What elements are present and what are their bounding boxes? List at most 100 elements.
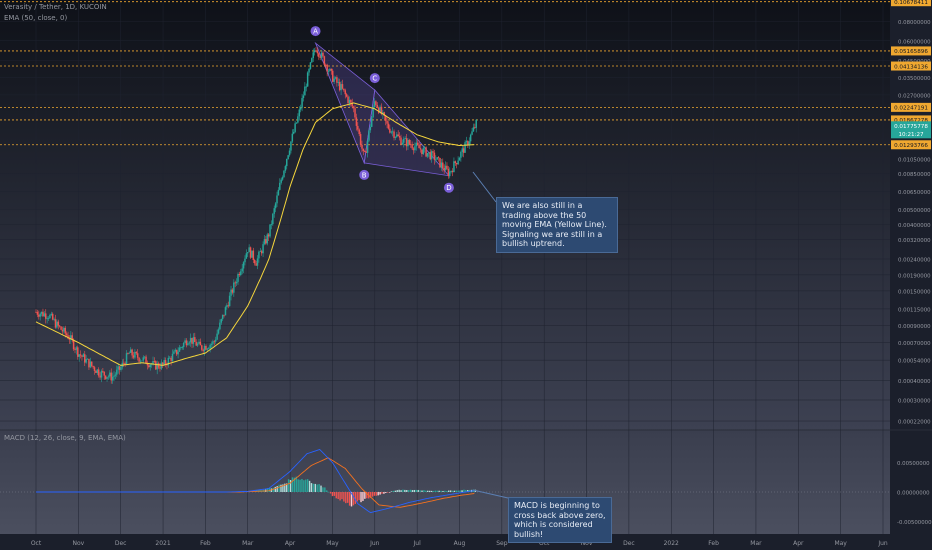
candle bbox=[394, 136, 397, 138]
candle bbox=[443, 167, 445, 171]
candle bbox=[214, 339, 217, 342]
time-axis-label: Aug bbox=[454, 540, 466, 547]
macd-histogram-bar bbox=[295, 476, 297, 492]
macd-histogram-bar bbox=[284, 483, 286, 492]
candle bbox=[242, 262, 245, 269]
candle bbox=[99, 375, 101, 378]
candle bbox=[103, 371, 106, 376]
candle bbox=[302, 95, 305, 98]
candle bbox=[136, 353, 139, 358]
candle bbox=[418, 144, 420, 149]
candle bbox=[61, 329, 64, 332]
candle bbox=[238, 274, 241, 276]
candle bbox=[291, 133, 294, 142]
macd-histogram-bar bbox=[404, 489, 406, 492]
candle bbox=[326, 64, 328, 72]
time-axis-label: Feb bbox=[708, 540, 719, 547]
candle bbox=[450, 170, 452, 172]
macd-histogram-bar bbox=[362, 492, 364, 501]
candle bbox=[86, 358, 89, 360]
price-axis-label: 0.01050000 bbox=[898, 157, 931, 163]
candle bbox=[429, 152, 431, 160]
candle bbox=[384, 115, 387, 121]
candle bbox=[189, 337, 192, 343]
macd-histogram-bar bbox=[381, 492, 383, 494]
candle bbox=[123, 362, 125, 364]
candle bbox=[93, 367, 96, 371]
candle bbox=[375, 101, 377, 105]
macd-histogram-bar bbox=[280, 484, 282, 492]
macd-histogram-bar bbox=[364, 492, 366, 499]
macd-histogram-bar bbox=[303, 480, 305, 492]
candle bbox=[444, 165, 447, 171]
macd-histogram-bar bbox=[455, 490, 458, 492]
macd-histogram-bar bbox=[369, 492, 372, 498]
candle bbox=[403, 138, 405, 143]
candle bbox=[100, 370, 103, 378]
candle bbox=[304, 86, 306, 96]
candle bbox=[428, 152, 430, 154]
candle bbox=[454, 161, 457, 164]
candle bbox=[157, 363, 160, 368]
candle bbox=[142, 357, 145, 361]
candle bbox=[185, 340, 188, 346]
macd-axis-label: -0.00500000 bbox=[897, 520, 932, 526]
macd-histogram-bar bbox=[467, 490, 469, 492]
candle bbox=[425, 147, 427, 157]
candle bbox=[319, 56, 321, 58]
candle bbox=[221, 314, 224, 320]
candle bbox=[223, 314, 225, 316]
candle bbox=[71, 335, 73, 340]
candle bbox=[336, 77, 338, 83]
ema-legend: EMA (50, close, 0) bbox=[4, 14, 68, 22]
level-tag bbox=[891, 140, 931, 150]
price-axis-label: 0.06000000 bbox=[898, 39, 931, 45]
candle bbox=[364, 151, 366, 152]
candle bbox=[442, 162, 444, 168]
candle bbox=[212, 341, 214, 344]
candle bbox=[75, 347, 78, 350]
candle bbox=[155, 361, 157, 370]
candle bbox=[114, 374, 117, 376]
macd-histogram-bar bbox=[434, 490, 437, 492]
macd-line bbox=[36, 448, 475, 514]
candle bbox=[279, 182, 281, 190]
candle bbox=[267, 234, 270, 237]
candle bbox=[124, 363, 126, 365]
candle bbox=[455, 163, 458, 165]
macd-histogram-bar bbox=[428, 490, 431, 492]
level-tag-label: 0.05165896 bbox=[894, 49, 928, 55]
candle bbox=[111, 376, 114, 381]
candle bbox=[188, 342, 190, 344]
candle bbox=[350, 99, 352, 103]
candle bbox=[251, 250, 253, 258]
macd-histogram-bar bbox=[390, 491, 393, 492]
candle bbox=[45, 313, 47, 319]
time-axis-label: 2021 bbox=[155, 540, 170, 547]
candle bbox=[266, 234, 269, 244]
price-axis-label: 0.00022000 bbox=[898, 420, 931, 426]
macd-histogram-bar bbox=[427, 490, 429, 492]
pattern-point-label: B bbox=[362, 171, 367, 179]
pattern-point-label: A bbox=[313, 28, 318, 36]
macd-histogram-bar bbox=[377, 492, 379, 496]
candle bbox=[391, 131, 394, 133]
candle bbox=[127, 353, 129, 354]
candle bbox=[96, 369, 99, 373]
candle bbox=[64, 327, 67, 334]
macd-histogram-bar bbox=[406, 490, 408, 492]
macd-histogram-bar bbox=[402, 489, 404, 492]
price-axis-label: 0.00240000 bbox=[898, 258, 931, 264]
candle bbox=[369, 126, 372, 131]
time-axis-label: Dec bbox=[115, 540, 127, 547]
macd-histogram-bar bbox=[387, 492, 389, 493]
macd-histogram-bar bbox=[326, 490, 328, 492]
candle bbox=[315, 50, 317, 52]
candle bbox=[474, 127, 476, 129]
level-tag-label: 0.02247191 bbox=[894, 106, 928, 112]
macd-histogram-bar bbox=[463, 489, 465, 492]
candle bbox=[294, 123, 296, 132]
candle bbox=[325, 64, 327, 66]
candle bbox=[170, 357, 172, 361]
